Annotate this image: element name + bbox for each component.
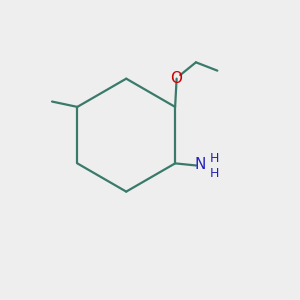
Text: H: H <box>209 167 219 180</box>
Text: N: N <box>195 158 206 172</box>
Text: H: H <box>209 152 219 164</box>
Text: O: O <box>171 71 183 86</box>
